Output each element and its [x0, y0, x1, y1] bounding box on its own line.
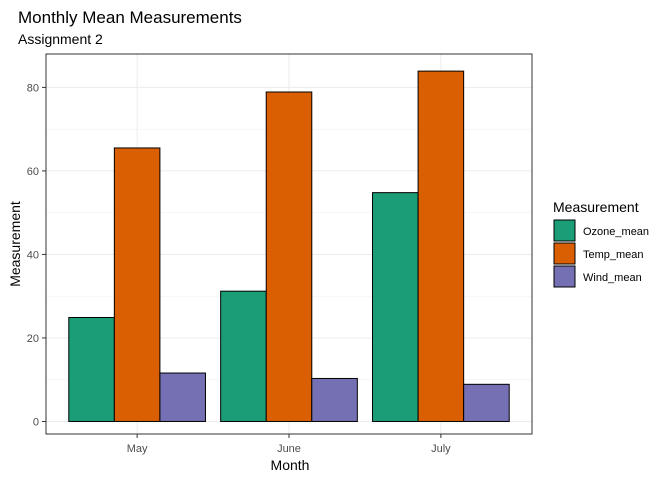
x-tick-label: July — [431, 443, 451, 455]
y-tick-label: 20 — [27, 333, 39, 345]
y-tick-label: 80 — [27, 82, 39, 94]
bar-wind-mean-july — [463, 383, 510, 422]
legend-label: Ozone_mean — [583, 226, 649, 238]
bar-wind-mean-may — [159, 372, 206, 422]
bar-wind-mean-june — [311, 377, 358, 422]
bars — [68, 70, 510, 422]
x-tick-label: May — [127, 443, 148, 455]
legend-key-temp-mean — [553, 242, 576, 265]
x-axis: May June July — [127, 434, 451, 455]
bar-ozone-mean-june — [220, 290, 267, 422]
x-axis-title: Month — [271, 457, 310, 473]
bar-ozone-mean-july — [372, 192, 419, 422]
bar-temp-mean-june — [265, 91, 313, 422]
y-tick-label: 60 — [27, 166, 39, 178]
bar-temp-mean-may — [113, 147, 161, 422]
y-axis: 0 20 40 60 80 — [27, 82, 46, 428]
legend-title: Measurement — [553, 199, 639, 215]
y-tick-label: 0 — [33, 416, 39, 428]
bar-ozone-mean-may — [68, 316, 115, 422]
bar-temp-mean-july — [417, 70, 465, 422]
legend: Measurement Ozone_mean Temp_mean Wind_mean — [553, 199, 649, 288]
x-tick-label: June — [277, 443, 301, 455]
chart-title: Monthly Mean Measurements — [18, 8, 242, 27]
chart-subtitle: Assignment 2 — [18, 31, 103, 47]
plot-panel — [45, 53, 533, 435]
legend-label: Wind_mean — [583, 272, 642, 284]
legend-key-ozone-mean — [553, 219, 576, 242]
y-axis-title: Measurement — [7, 201, 23, 287]
y-tick-label: 40 — [27, 249, 39, 261]
legend-key-wind-mean — [553, 265, 576, 288]
legend-label: Temp_mean — [583, 249, 644, 261]
